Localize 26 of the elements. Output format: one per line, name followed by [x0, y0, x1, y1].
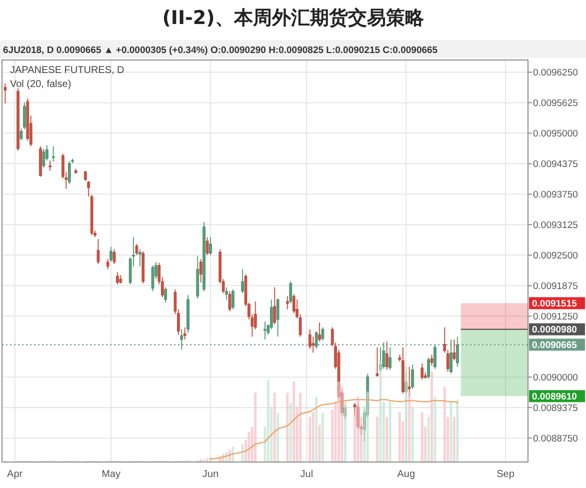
annotation: JAPANESE FUTURES, D [10, 65, 124, 76]
y-tick-label: 0.0088750 [533, 433, 578, 444]
x-tick-label: Jul [300, 469, 314, 480]
y-tick-label: 0.0093125 [533, 220, 578, 231]
ref-line-label: 0.0090980 [532, 324, 577, 336]
x-tick-label: May [102, 469, 120, 480]
ref-line-label: 0.0090665 [532, 340, 578, 351]
x-tick-label: Aug [397, 469, 416, 480]
chart-subtitle: 6JU2018, D 0.0090665 ▲ +0.0000305 (+0.34%) O:0.0090290 H:0.0090825 L:0.0090215 C:0.0090665 [3, 45, 438, 56]
y-tick-label: 0.0091250 [533, 311, 578, 322]
band-label: 0.0089610 [532, 391, 577, 402]
y-tick-label: 0.0094375 [533, 158, 578, 170]
x-tick-label: Jun [202, 469, 219, 480]
y-tick-label: 0.0089375 [533, 402, 578, 414]
chart-title: (II-2)、本周外汇期货交易策略 [162, 7, 425, 29]
y-tick-label: 0.0096250 [533, 68, 578, 79]
y-tick-label: 0.0090000 [533, 372, 578, 384]
y-tick-label: 0.0095000 [533, 128, 578, 140]
y-tick-label: 0.0092500 [533, 250, 578, 262]
y-tick-label: 0.0091875 [533, 280, 578, 292]
y-tick-label: 0.0095625 [533, 98, 578, 110]
x-tick-label: Apr [7, 469, 24, 480]
y-tick-label: 0.0093750 [533, 189, 578, 200]
band-label: 0.0091515 [532, 298, 578, 310]
x-tick-label: Sep [496, 469, 515, 480]
annotation: Vol (20, false) [10, 79, 72, 90]
